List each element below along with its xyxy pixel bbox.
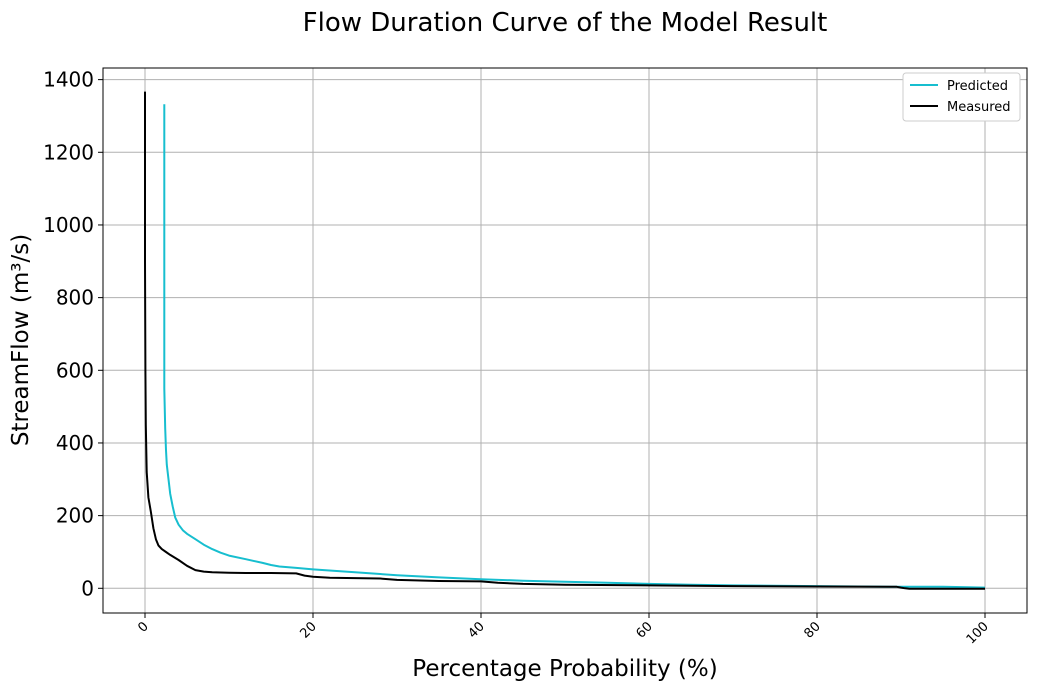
legend: Predicted Measured [902,72,1021,122]
plot-frame [102,67,1028,614]
x-tick-label: 40 [466,619,488,641]
y-tick-label: 200 [56,504,94,528]
x-axis-ticks: 0 20 40 60 80 100 [135,613,992,647]
y-tick-label: 1400 [43,68,94,92]
y-axis-label: StreamFlow (m³/s) [8,234,34,446]
series-line-predicted [163,104,986,589]
legend-label-measured: Measured [947,100,1011,115]
y-tick-label: 1000 [43,213,94,237]
y-tick-label: 0 [81,576,94,600]
x-axis-label: Percentage Probability (%) [412,656,717,682]
series-layer [144,91,986,590]
y-tick-label: 600 [56,358,94,382]
x-tick-label: 80 [802,619,824,641]
y-tick-label: 800 [56,286,94,310]
x-tick-label: 20 [298,619,320,641]
legend-label-predicted: Predicted [947,79,1008,94]
x-tick-label: 0 [135,619,151,635]
x-tick-label: 60 [634,619,656,641]
chart-title: Flow Duration Curve of the Model Result [303,8,828,38]
grid-layer [103,68,1027,613]
y-tick-label: 1200 [43,140,94,164]
y-tick-label: 400 [56,431,94,455]
series-line-measured [144,91,985,590]
x-tick-label: 100 [964,619,992,647]
y-axis-ticks: 0 200 400 600 800 1000 1200 1400 [43,68,103,600]
